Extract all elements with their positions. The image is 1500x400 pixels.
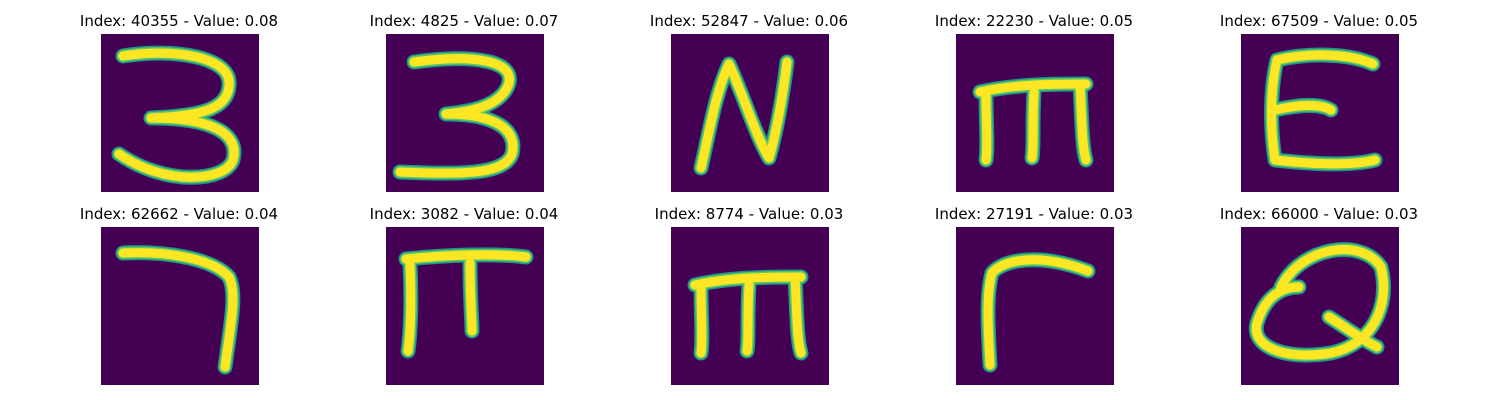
glyph-stroke: [690, 272, 806, 358]
panel-title: Index: 52847 - Value: 0.06: [649, 12, 849, 30]
three-bold-glyph: [392, 51, 521, 181]
m-glyph: [687, 269, 809, 361]
image-panel: Index: 40355 - Value: 0.08: [29, 12, 329, 202]
panel-title: Index: 40355 - Value: 0.08: [79, 12, 279, 30]
glyph-stroke: [1267, 50, 1380, 169]
three-glyph: [111, 45, 242, 185]
character-image: [956, 227, 1114, 385]
pi-glyph: [398, 247, 534, 359]
panel-title: Index: 3082 - Value: 0.04: [369, 205, 559, 223]
r-glyph: [980, 252, 1096, 373]
e-glyph: [1264, 47, 1383, 172]
image-panel: Index: 62662 - Value: 0.04: [29, 205, 329, 395]
image-panel: Index: 4825 - Value: 0.07: [314, 12, 614, 202]
panel-title: Index: 4825 - Value: 0.07: [369, 12, 559, 30]
image-panel: Index: 3082 - Value: 0.04: [314, 205, 614, 395]
image-panel: Index: 22230 - Value: 0.05: [884, 12, 1184, 202]
panel-title: Index: 67509 - Value: 0.05: [1219, 12, 1419, 30]
character-image: [101, 34, 259, 192]
character-image: [671, 227, 829, 385]
panel-title: Index: 22230 - Value: 0.05: [934, 12, 1134, 30]
glyph-stroke: [395, 54, 518, 178]
character-image: [386, 34, 544, 192]
panel-title: Index: 8774 - Value: 0.03: [654, 205, 844, 223]
character-image: [956, 34, 1114, 192]
character-image: [671, 34, 829, 192]
character-image: [101, 227, 259, 385]
image-panel: Index: 67509 - Value: 0.05: [1169, 12, 1469, 202]
q-glyph: [1248, 242, 1392, 363]
glyph-stroke: [118, 248, 238, 372]
glyph-stroke: [983, 255, 1093, 370]
glyph-stroke: [975, 79, 1091, 165]
glyph-stroke: [980, 252, 1096, 373]
image-panel: Index: 8774 - Value: 0.03: [599, 205, 899, 395]
panel-title: Index: 62662 - Value: 0.04: [79, 205, 279, 223]
glyph-stroke: [1251, 245, 1389, 360]
m-glyph: [972, 76, 1094, 168]
n-glyph: [693, 54, 795, 176]
panel-title: Index: 66000 - Value: 0.03: [1219, 205, 1419, 223]
image-panel: Index: 27191 - Value: 0.03: [884, 205, 1184, 395]
character-image: [1241, 34, 1399, 192]
character-image: [1241, 227, 1399, 385]
glyph-stroke: [401, 250, 531, 356]
glyph-stroke: [696, 57, 792, 173]
glyph-stroke: [114, 48, 239, 182]
seven-glyph: [115, 245, 241, 375]
image-panel: Index: 52847 - Value: 0.06: [599, 12, 899, 202]
image-panel: Index: 66000 - Value: 0.03: [1169, 205, 1469, 395]
character-image: [386, 227, 544, 385]
glyph-stroke: [982, 253, 1094, 371]
panel-title: Index: 27191 - Value: 0.03: [934, 205, 1134, 223]
